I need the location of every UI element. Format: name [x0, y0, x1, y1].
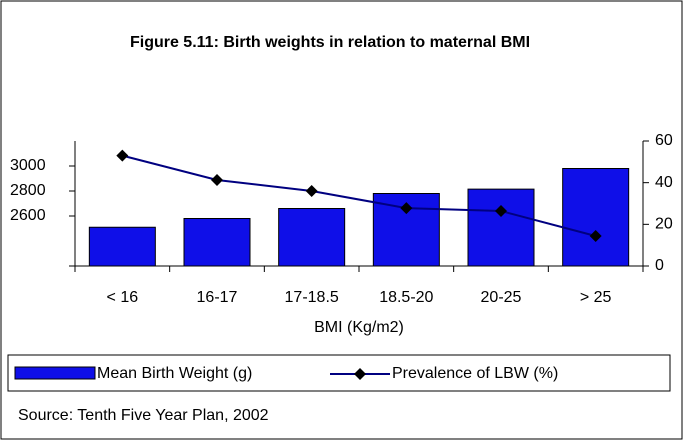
- line-marker: [211, 173, 223, 186]
- legend-label: Prevalence of LBW (%): [392, 365, 558, 382]
- legend-marker: [354, 368, 366, 380]
- y2-tick-label: 40: [655, 174, 673, 191]
- line-marker: [116, 149, 129, 162]
- legend-label: Mean Birth Weight (g): [97, 365, 252, 382]
- y-tick-label: 2600: [10, 207, 46, 224]
- bar: [278, 208, 346, 267]
- bar: [88, 226, 156, 267]
- y2-tick-label: 20: [655, 216, 673, 233]
- y-tick-label: 2800: [10, 182, 46, 199]
- bar: [562, 168, 630, 267]
- x-tick-label: < 16: [107, 289, 139, 306]
- bar: [467, 188, 535, 267]
- bar: [183, 218, 251, 267]
- line-marker: [305, 185, 318, 197]
- line-marker: [400, 202, 413, 215]
- y2-tick-label: 60: [655, 132, 673, 149]
- legend-swatch: [14, 366, 96, 380]
- x-tick-label: 16-17: [197, 289, 238, 306]
- x-tick-label: > 25: [580, 289, 612, 306]
- x-tick-label: 20-25: [481, 289, 522, 306]
- chart-title: Figure 5.11: Birth weights in relation t…: [129, 34, 531, 51]
- y2-tick-label: 0: [655, 257, 664, 274]
- x-tick-label: 17-18.5: [285, 289, 339, 306]
- y-tick-label: 3000: [10, 157, 46, 174]
- line-marker: [495, 205, 507, 217]
- line-marker: [589, 230, 602, 242]
- source: Source: Tenth Five Year Plan, 2002: [18, 407, 269, 424]
- x-axis-label: BMI (Kg/m2): [314, 319, 404, 336]
- x-tick-label: 18.5-20: [379, 289, 433, 306]
- line: [122, 154, 596, 237]
